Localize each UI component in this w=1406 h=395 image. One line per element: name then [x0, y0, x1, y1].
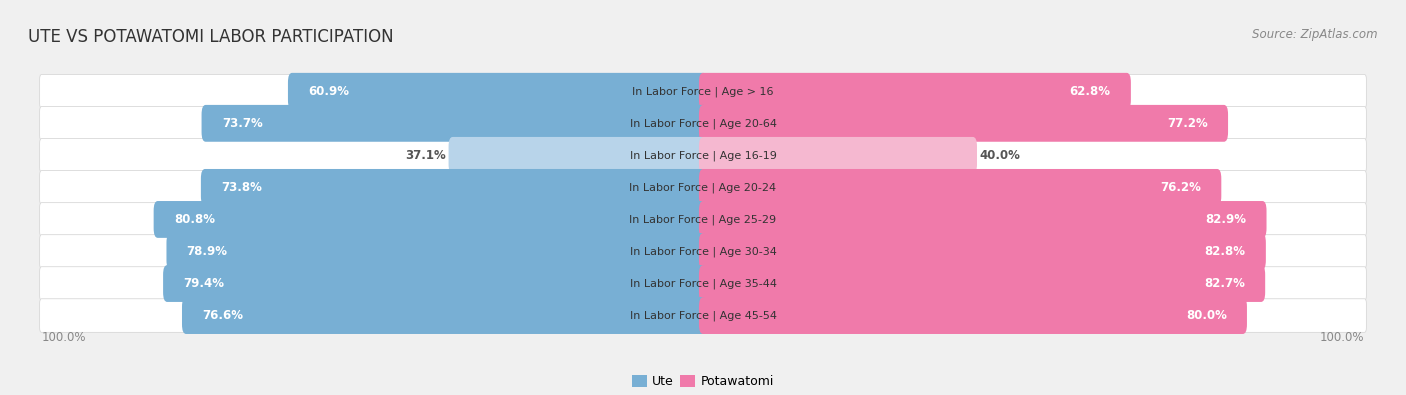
- Text: 73.8%: 73.8%: [221, 181, 262, 194]
- FancyBboxPatch shape: [181, 297, 707, 334]
- Text: 40.0%: 40.0%: [980, 149, 1021, 162]
- Text: 73.7%: 73.7%: [222, 117, 263, 130]
- Legend: Ute, Potawatomi: Ute, Potawatomi: [627, 370, 779, 393]
- FancyBboxPatch shape: [699, 233, 1265, 270]
- FancyBboxPatch shape: [699, 169, 1222, 206]
- Text: In Labor Force | Age 20-24: In Labor Force | Age 20-24: [630, 182, 776, 193]
- FancyBboxPatch shape: [153, 201, 707, 238]
- Text: 80.8%: 80.8%: [174, 213, 215, 226]
- FancyBboxPatch shape: [39, 107, 1367, 140]
- FancyBboxPatch shape: [201, 105, 707, 142]
- FancyBboxPatch shape: [39, 139, 1367, 172]
- FancyBboxPatch shape: [163, 265, 707, 302]
- Text: 100.0%: 100.0%: [42, 331, 86, 344]
- Text: In Labor Force | Age 45-54: In Labor Force | Age 45-54: [630, 310, 776, 321]
- Text: In Labor Force | Age 16-19: In Labor Force | Age 16-19: [630, 150, 776, 161]
- FancyBboxPatch shape: [39, 203, 1367, 236]
- Text: 76.2%: 76.2%: [1160, 181, 1201, 194]
- FancyBboxPatch shape: [699, 297, 1247, 334]
- FancyBboxPatch shape: [39, 299, 1367, 332]
- FancyBboxPatch shape: [699, 137, 977, 174]
- Text: 80.0%: 80.0%: [1185, 309, 1226, 322]
- FancyBboxPatch shape: [39, 235, 1367, 268]
- Text: Source: ZipAtlas.com: Source: ZipAtlas.com: [1253, 28, 1378, 41]
- FancyBboxPatch shape: [699, 265, 1265, 302]
- FancyBboxPatch shape: [449, 137, 707, 174]
- Text: 76.6%: 76.6%: [202, 309, 243, 322]
- Text: 78.9%: 78.9%: [187, 245, 228, 258]
- FancyBboxPatch shape: [166, 233, 707, 270]
- Text: In Labor Force | Age 30-34: In Labor Force | Age 30-34: [630, 246, 776, 257]
- Text: 100.0%: 100.0%: [1320, 331, 1364, 344]
- Text: In Labor Force | Age 35-44: In Labor Force | Age 35-44: [630, 278, 776, 289]
- Text: 62.8%: 62.8%: [1070, 85, 1111, 98]
- FancyBboxPatch shape: [699, 73, 1130, 110]
- Text: In Labor Force | Age 25-29: In Labor Force | Age 25-29: [630, 214, 776, 225]
- FancyBboxPatch shape: [699, 201, 1267, 238]
- Text: 37.1%: 37.1%: [405, 149, 446, 162]
- Text: 82.9%: 82.9%: [1205, 213, 1246, 226]
- Text: In Labor Force | Age 20-64: In Labor Force | Age 20-64: [630, 118, 776, 129]
- Text: 82.8%: 82.8%: [1205, 245, 1246, 258]
- Text: 60.9%: 60.9%: [308, 85, 349, 98]
- Text: 82.7%: 82.7%: [1204, 277, 1244, 290]
- Text: In Labor Force | Age > 16: In Labor Force | Age > 16: [633, 86, 773, 96]
- FancyBboxPatch shape: [201, 169, 707, 206]
- Text: 77.2%: 77.2%: [1167, 117, 1208, 130]
- FancyBboxPatch shape: [39, 171, 1367, 204]
- Text: UTE VS POTAWATOMI LABOR PARTICIPATION: UTE VS POTAWATOMI LABOR PARTICIPATION: [28, 28, 394, 46]
- Text: 79.4%: 79.4%: [183, 277, 225, 290]
- FancyBboxPatch shape: [39, 75, 1367, 108]
- FancyBboxPatch shape: [699, 105, 1227, 142]
- FancyBboxPatch shape: [288, 73, 707, 110]
- FancyBboxPatch shape: [39, 267, 1367, 300]
